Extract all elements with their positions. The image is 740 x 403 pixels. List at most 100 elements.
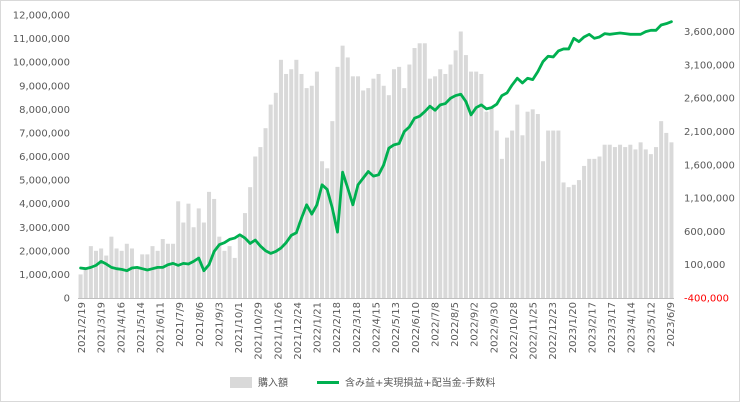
bar-purchase-amount	[479, 73, 484, 299]
bar-purchase-amount	[201, 222, 206, 298]
bar-purchase-amount	[643, 149, 648, 298]
left-axis-tick-label: 1,000,000	[19, 270, 70, 281]
legend-label-purchase-amount: 購入額	[258, 376, 288, 389]
x-axis-tick-label: 2022/5/13	[391, 302, 402, 353]
x-axis-tick-label: 2023/1/20	[568, 302, 579, 353]
left-axis-tick-label: 6,000,000	[19, 152, 70, 163]
bar-purchase-amount	[309, 85, 314, 298]
legend-label-total-profit: 含み益+実現損益+配当金-手数料	[345, 376, 495, 389]
x-axis-tick-label: 2022/4/15	[372, 302, 383, 353]
bar-purchase-amount	[135, 267, 140, 298]
bar-purchase-amount	[448, 64, 453, 298]
bar-purchase-amount	[612, 147, 617, 298]
line-total-profit	[79, 20, 673, 273]
bar-purchase-amount	[253, 156, 258, 298]
x-axis-tick-label: 2021/5/14	[136, 302, 147, 353]
left-axis-tick-label: 4,000,000	[19, 199, 70, 210]
bar-purchase-amount	[525, 111, 530, 298]
right-axis-tick-label: 600,000	[684, 227, 725, 238]
bar-purchase-amount	[212, 198, 217, 298]
right-axis-tick-label: 1,600,000	[684, 160, 735, 171]
x-axis-tick-label: 2022/9/30	[489, 302, 500, 353]
bar-purchase-amount	[628, 144, 633, 298]
right-axis-tick-label: 2,100,000	[684, 127, 735, 138]
bar-purchase-amount	[320, 161, 325, 298]
bar-purchase-amount	[582, 165, 587, 298]
left-axis-tick-label: 3,000,000	[19, 223, 70, 234]
x-axis-tick-label: 2021/10/29	[254, 302, 265, 360]
bar-purchase-amount	[607, 144, 612, 298]
bar-purchase-amount	[140, 254, 145, 298]
x-axis-tick-label: 2021/9/3	[214, 302, 225, 347]
bar-purchase-amount	[165, 243, 170, 298]
x-axis-tick-label: 2021/12/24	[293, 302, 304, 360]
bar-purchase-amount	[499, 158, 504, 298]
bar-purchase-amount	[556, 130, 561, 298]
x-axis-tick-label: 2022/2/18	[332, 302, 343, 353]
x-axis-tick-label: 2022/10/28	[509, 302, 520, 360]
bar-purchase-amount	[150, 246, 155, 298]
x-axis-tick-label: 2021/10/1	[234, 302, 245, 353]
bar-purchase-amount	[119, 250, 124, 298]
left-axis-tick-label: 8,000,000	[19, 105, 70, 116]
bar-purchase-amount	[571, 184, 576, 298]
x-axis-tick-label: 2021/8/6	[195, 302, 206, 347]
left-axis-tick-label: 12,000,000	[13, 11, 70, 22]
x-axis-tick-label: 2023/2/17	[587, 302, 598, 353]
bar-purchase-amount	[83, 267, 88, 298]
bar-purchase-amount	[350, 76, 355, 298]
bar-purchase-amount	[489, 106, 494, 298]
bar-purchase-amount	[258, 147, 263, 298]
x-axis-tick-label: 2022/6/10	[411, 302, 422, 353]
bar-purchase-amount	[232, 257, 237, 298]
bar-purchase-amount	[412, 48, 417, 298]
bar-purchase-amount	[530, 109, 535, 298]
x-axis-tick-label: 2021/6/11	[156, 302, 167, 353]
bar-purchase-amount	[361, 90, 366, 298]
bar-purchase-amount	[484, 111, 489, 298]
x-axis-tick-label: 2023/3/17	[607, 302, 618, 353]
bar-purchase-amount	[222, 250, 227, 298]
x-axis-tick-label: 2022/8/5	[450, 302, 461, 347]
bar-purchase-amount	[664, 132, 669, 298]
bar-purchase-amount	[268, 104, 273, 299]
x-axis-tick-label: 2022/7/8	[430, 302, 441, 347]
bar-purchase-amount	[505, 137, 510, 298]
bar-purchase-amount	[566, 187, 571, 298]
bar-purchase-amount	[325, 168, 330, 298]
bar-purchase-amount	[515, 104, 520, 299]
right-axis-tick-label: 3,600,000	[684, 27, 735, 38]
bar-purchase-amount	[535, 114, 540, 298]
bar-purchase-amount	[284, 73, 289, 299]
bar-purchase-amount	[494, 130, 499, 298]
left-axis-tick-label: 5,000,000	[19, 176, 70, 187]
bar-purchase-amount	[217, 236, 222, 298]
bar-purchase-amount	[181, 222, 186, 298]
bar-purchase-amount	[299, 73, 304, 299]
bar-purchase-amount	[397, 66, 402, 298]
bar-purchase-amount	[207, 191, 212, 299]
bar-purchase-amount	[474, 71, 479, 298]
bar-purchase-amount	[546, 130, 551, 298]
bar-purchase-amount	[633, 149, 638, 298]
x-axis-tick-label: 2021/7/9	[175, 302, 186, 347]
bar-purchase-amount	[78, 274, 83, 298]
bar-purchase-amount	[294, 59, 299, 299]
bar-purchase-amount	[453, 50, 458, 299]
bar-purchase-amount	[443, 73, 448, 299]
left-axis-tick-label: 0	[64, 294, 70, 305]
bar-purchase-amount	[618, 144, 623, 298]
right-axis-tick-label: 2,600,000	[684, 94, 735, 105]
x-axis-tick-label: 2021/11/26	[273, 302, 284, 360]
bar-purchase-amount	[438, 69, 443, 299]
bar-purchase-amount	[402, 88, 407, 298]
bar-purchase-amount	[597, 156, 602, 298]
bar-purchase-amount	[186, 203, 191, 298]
bar-purchase-amount	[433, 76, 438, 298]
bar-purchase-amount	[654, 147, 659, 298]
x-axis-tick-label: 2022/12/23	[548, 302, 559, 360]
bar-purchase-amount	[638, 142, 643, 298]
bar-purchase-amount	[602, 144, 607, 298]
bar-purchase-amount	[263, 128, 268, 298]
right-axis-tick-label: 1,100,000	[684, 194, 735, 205]
